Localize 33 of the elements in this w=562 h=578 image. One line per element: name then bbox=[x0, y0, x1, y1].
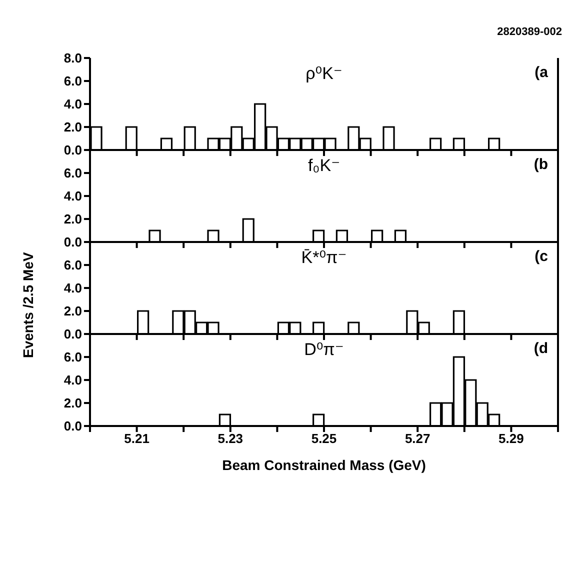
text: 2820389-002 bbox=[497, 26, 562, 38]
y-tick-label: 0.0 bbox=[64, 234, 82, 250]
y-tick-label: 0.0 bbox=[64, 418, 82, 434]
y-tick-label: 0.0 bbox=[64, 326, 82, 342]
x-tick-label: 5.27 bbox=[404, 431, 430, 446]
y-tick-label: 6.0 bbox=[64, 74, 82, 89]
x-tick-label: 5.23 bbox=[218, 431, 244, 446]
x-tick-label: 5.25 bbox=[311, 431, 337, 446]
chart-subtitle: (b bbox=[534, 156, 548, 173]
y-tick-label: 4.0 bbox=[64, 188, 82, 204]
chart-title: ρ⁰K⁻ bbox=[304, 64, 344, 84]
chart-subtitle: (a bbox=[534, 64, 548, 81]
y-tick-label: 2.0 bbox=[64, 212, 82, 227]
x-tick-label: 5.29 bbox=[498, 431, 524, 446]
y-tick-label: 4.0 bbox=[64, 96, 82, 112]
chart-subtitle: (c bbox=[534, 248, 548, 265]
x-tick-label: 5.21 bbox=[124, 431, 150, 446]
y-tick-label: 0.0 bbox=[64, 142, 82, 158]
x-axis-title: Beam Constrained Mass (GeV) bbox=[222, 457, 426, 473]
y-tick-label: 2.0 bbox=[64, 396, 82, 411]
chart-title: D⁰π⁻ bbox=[303, 340, 345, 360]
y-tick-label: 6.0 bbox=[64, 258, 82, 273]
y-tick-label: 2.0 bbox=[64, 120, 82, 135]
y-tick-label: 4.0 bbox=[64, 372, 82, 388]
y-tick-label: 2.0 bbox=[64, 304, 82, 319]
y-tick-label: 8.0 bbox=[64, 50, 82, 66]
y-axis-title: Events /2.5 MeV bbox=[20, 252, 36, 358]
chart-title: f₀K⁻ bbox=[306, 156, 342, 176]
chart-title: K̄*⁰π⁻ bbox=[300, 248, 348, 268]
chart-subtitle: (d bbox=[534, 340, 548, 357]
y-tick-label: 4.0 bbox=[64, 280, 82, 296]
y-tick-label: 6.0 bbox=[64, 350, 82, 365]
y-tick-label: 6.0 bbox=[64, 166, 82, 181]
